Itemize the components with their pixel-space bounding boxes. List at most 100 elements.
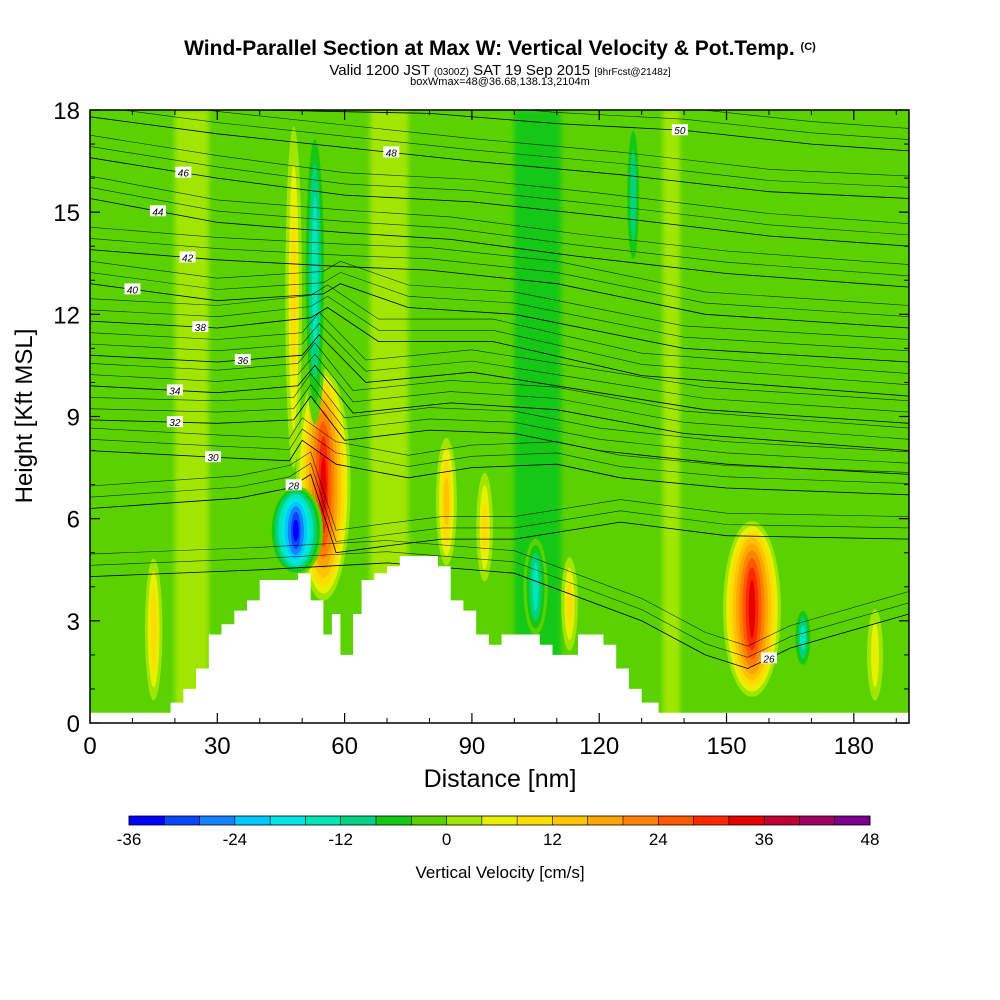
colorbar-tick-label: 24	[649, 830, 668, 849]
colorbar-swatch	[658, 816, 694, 825]
isentrope-label: 40	[127, 285, 139, 296]
field-background	[90, 110, 909, 723]
field-band	[662, 110, 680, 723]
isentrope-label: 32	[169, 418, 181, 429]
isentrope-label: 28	[287, 481, 300, 492]
x-tick-label: 30	[204, 733, 231, 760]
colorbar-swatch	[340, 816, 377, 825]
isentrope-label-bg	[149, 205, 166, 217]
colorbar-swatch	[517, 816, 553, 825]
x-tick-label: 180	[834, 733, 874, 760]
isentrope-line	[90, 353, 909, 440]
updraft-contour	[481, 502, 488, 552]
isentrope-line	[90, 439, 909, 496]
copyright-mark: (C)	[800, 41, 816, 53]
colorbar-swatch	[764, 816, 800, 825]
y-tick-label: 9	[67, 405, 80, 432]
x-tick-label: 0	[83, 733, 96, 760]
colorbar-swatch	[799, 816, 836, 825]
colorbar-label: Vertical Velocity [cm/s]	[415, 863, 585, 882]
y-tick-label: 6	[67, 507, 80, 534]
colorbar-swatch	[199, 816, 236, 825]
x-tick-label: 60	[331, 733, 358, 760]
isentrope-line	[90, 187, 909, 277]
isentrope-label-bg	[166, 416, 183, 428]
isentrope-line	[90, 226, 909, 306]
y-tick-label: 18	[53, 98, 80, 125]
isentrope-label: 50	[674, 126, 686, 137]
isentrope-line	[90, 323, 909, 413]
isentrope-line	[90, 384, 909, 464]
isentrope-label: 38	[195, 323, 207, 334]
isentrope-line	[90, 157, 909, 247]
downdraft-contour	[292, 519, 299, 542]
isentrope-label: 26	[762, 654, 775, 665]
isentrope-line	[90, 284, 909, 374]
downdraft-contour	[630, 149, 637, 241]
downdraft-contour	[799, 625, 806, 650]
x-axis-label: Distance [nm]	[423, 765, 577, 793]
colorbar-swatch	[481, 816, 518, 825]
isentrope-line	[90, 116, 909, 199]
isentrope-line	[90, 473, 909, 554]
velocity-field	[90, 110, 909, 723]
updraft-contour	[150, 588, 157, 671]
colorbar-tick-label: 12	[543, 830, 562, 849]
isentrope-line	[90, 540, 909, 647]
colorbar-swatch	[834, 816, 871, 825]
colorbar-swatch	[376, 816, 412, 825]
isentrope-line	[90, 134, 909, 224]
colorbar-tick-label: -12	[328, 830, 353, 849]
isentrope-line	[90, 198, 909, 288]
isentrope-line	[90, 417, 909, 473]
isentrope-label: 36	[237, 356, 249, 367]
isentrope-line	[90, 249, 909, 329]
y-tick-label: 0	[67, 711, 80, 738]
isentrope-label-bg	[760, 652, 777, 664]
isentrope-label-bg	[383, 146, 400, 158]
isentrope-label-bg	[192, 321, 209, 333]
colorbar-swatch	[234, 816, 271, 825]
y-tick-label: 15	[53, 200, 80, 227]
isentrope-label: 46	[178, 169, 190, 180]
isentrope-label-bg	[166, 384, 183, 396]
terrain-profile	[90, 556, 909, 723]
colorbar-tick-label: -24	[223, 830, 248, 849]
isentrope-label-bg	[234, 353, 251, 365]
colorbar-tick-label: 48	[861, 830, 880, 849]
y-tick-label: 12	[53, 302, 80, 329]
isentrope-label-bg	[285, 479, 302, 491]
isentrope-label-bg	[175, 166, 192, 178]
isentrope-line	[90, 307, 909, 397]
isentrope-line	[120, 110, 909, 188]
x-tick-label: 150	[707, 733, 747, 760]
isentrope-label: 44	[152, 207, 164, 218]
terrain	[90, 556, 909, 723]
isentrope-line	[90, 146, 909, 236]
isentrope-labels: 26 28 30 32 34 36 38 40 42 44 46 48 50	[124, 124, 777, 665]
isentrope-line	[90, 272, 909, 352]
isentrope-line	[90, 551, 909, 658]
colorbar-swatch	[623, 816, 659, 825]
isentrope-label: 48	[386, 148, 398, 159]
isentrope-line	[90, 428, 909, 484]
isentrope-line	[90, 295, 909, 386]
colorbar-swatch	[305, 816, 342, 825]
updraft-contour	[871, 622, 880, 688]
isentrope-line	[90, 238, 909, 317]
isentrope-line	[90, 283, 909, 363]
isentrope-line	[90, 175, 909, 265]
isentrope-line	[699, 110, 909, 129]
colorbar-swatch	[693, 816, 730, 825]
updraft-contour	[748, 579, 756, 639]
isentrope-line	[90, 342, 909, 429]
colorbar-tick-label: -36	[117, 830, 142, 849]
colorbar: -36 -24 -12 0 12 24 36 48	[117, 815, 880, 849]
isentrope-label-bg	[205, 451, 222, 463]
isentrope-line	[90, 395, 909, 475]
isentrope-label-bg	[671, 124, 688, 136]
colorbar-tick-label: 36	[755, 830, 774, 849]
chart-subtitle-2: boxWmax=48@36.68,138.13,2104m	[410, 76, 590, 88]
y-tick-label: 3	[67, 609, 80, 636]
